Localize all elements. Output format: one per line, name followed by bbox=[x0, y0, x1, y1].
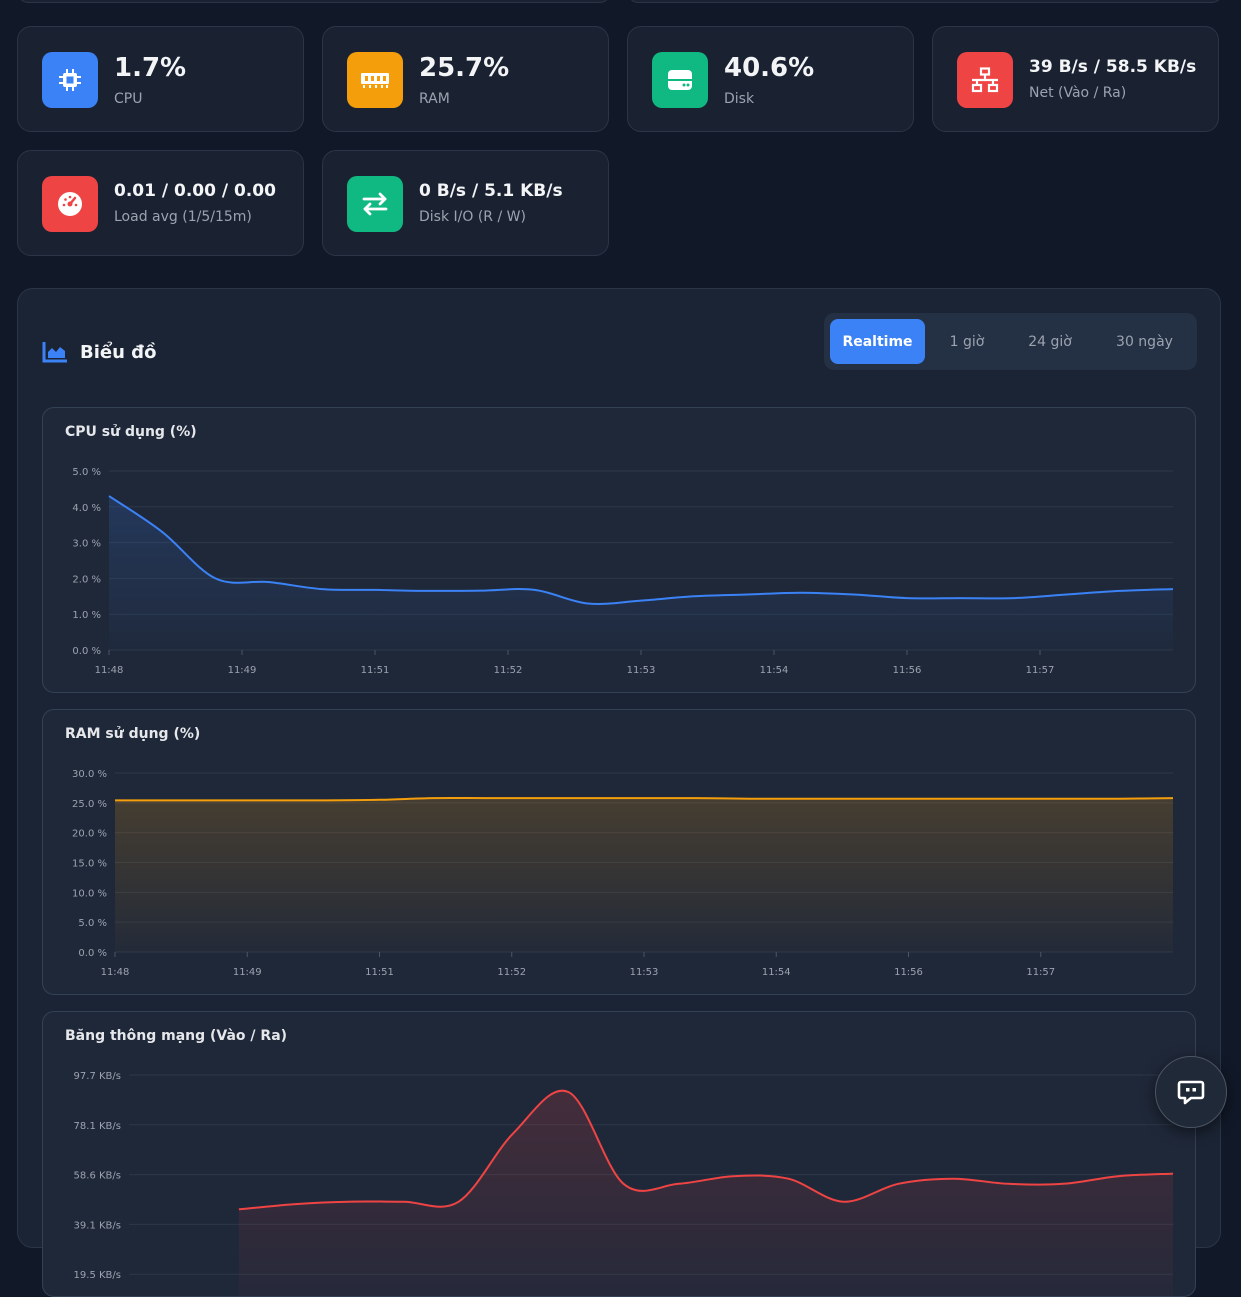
series-area bbox=[115, 797, 1173, 952]
transfer-icon bbox=[347, 176, 403, 232]
y-tick-label: 2.0 % bbox=[72, 574, 101, 585]
card-fragment bbox=[17, 0, 611, 3]
y-tick-label: 97.7 KB/s bbox=[74, 1071, 121, 1082]
tab-realtime[interactable]: Realtime bbox=[830, 319, 925, 364]
area-chart-icon bbox=[42, 342, 67, 363]
y-tick-label: 5.0 % bbox=[72, 467, 101, 478]
ram-label: RAM bbox=[419, 91, 450, 107]
y-tick-label: 30.0 % bbox=[72, 769, 107, 780]
network-label: Net (Vào / Ra) bbox=[1029, 85, 1127, 101]
y-tick-label: 20.0 % bbox=[72, 829, 107, 840]
chart-title: CPU sử dụng (%) bbox=[65, 424, 197, 440]
y-tick-label: 4.0 % bbox=[72, 503, 101, 514]
y-tick-label: 3.0 % bbox=[72, 539, 101, 550]
x-tick-label: 11:54 bbox=[762, 967, 791, 978]
ram-chart-canvas: 0.0 % 5.0 % 10.0 % 15.0 % 20.0 % 25.0 % 30.0 %… bbox=[72, 769, 1174, 978]
stat-card-disk-io: 0 B/s / 5.1 KB/s Disk I/O (R / W) bbox=[322, 150, 609, 256]
memory-icon bbox=[347, 52, 403, 108]
disk-icon bbox=[652, 52, 708, 108]
ram-chart: RAM sử dụng (%) 0.0 % 5.0 % 10.0 % 15.0 % 20… bbox=[42, 709, 1196, 995]
stat-card-disk: 40.6% Disk bbox=[627, 26, 914, 132]
x-tick-label: 11:57 bbox=[1026, 665, 1055, 676]
tab-24-hours[interactable]: 24 giờ bbox=[1028, 333, 1072, 350]
x-tick-label: 11:56 bbox=[893, 665, 922, 676]
gauge-icon bbox=[42, 176, 98, 232]
load-label: Load avg (1/5/15m) bbox=[114, 209, 252, 225]
y-tick-label: 1.0 % bbox=[72, 610, 101, 621]
series-area bbox=[238, 1090, 1173, 1296]
chat-icon bbox=[1177, 1080, 1205, 1105]
y-tick-label: 5.0 % bbox=[78, 918, 107, 929]
x-tick-label: 11:56 bbox=[894, 967, 923, 978]
stat-card-ram: 25.7% RAM bbox=[322, 26, 609, 132]
series-line bbox=[115, 796, 1174, 802]
tab-1-hour[interactable]: 1 giờ bbox=[949, 333, 985, 350]
x-tick-label: 11:49 bbox=[233, 967, 262, 978]
network-chart: Băng thông mạng (Vào / Ra) 19.5 KB/s 39.1… bbox=[42, 1011, 1196, 1297]
load-value: 0.01 / 0.00 / 0.00 bbox=[114, 181, 276, 201]
disk-io-value: 0 B/s / 5.1 KB/s bbox=[419, 181, 563, 201]
x-tick-label: 11:57 bbox=[1026, 967, 1055, 978]
x-tick-label: 11:51 bbox=[361, 665, 390, 676]
stat-card-load: 0.01 / 0.00 / 0.00 Load avg (1/5/15m) bbox=[17, 150, 304, 256]
x-tick-label: 11:54 bbox=[760, 665, 789, 676]
y-tick-label: 10.0 % bbox=[72, 888, 107, 899]
x-tick-label: 11:48 bbox=[95, 665, 124, 676]
cpu-label: CPU bbox=[114, 91, 143, 107]
tab-30-days[interactable]: 30 ngày bbox=[1116, 333, 1173, 350]
x-tick-label: 11:49 bbox=[228, 665, 257, 676]
disk-label: Disk bbox=[724, 91, 755, 107]
y-tick-label: 0.0 % bbox=[72, 646, 101, 657]
stat-card-network: 39 B/s / 58.5 KB/s Net (Vào / Ra) bbox=[932, 26, 1219, 132]
cpu-chart-canvas: 0.0 % 1.0 % 2.0 % 3.0 % 4.0 % 5.0 % 11:48 11:49… bbox=[72, 467, 1174, 676]
time-range-tabs: Realtime 1 giờ 24 giờ 30 ngày bbox=[824, 313, 1197, 370]
y-tick-label: 19.5 KB/s bbox=[74, 1270, 121, 1281]
cpu-icon bbox=[42, 52, 98, 108]
stat-card-cpu: 1.7% CPU bbox=[17, 26, 304, 132]
series-area bbox=[109, 496, 1173, 650]
network-icon bbox=[957, 52, 1013, 108]
x-tick-label: 11:52 bbox=[494, 665, 523, 676]
disk-value: 40.6% bbox=[724, 53, 815, 83]
y-tick-label: 39.1 KB/s bbox=[74, 1220, 121, 1231]
y-tick-label: 78.1 KB/s bbox=[74, 1121, 121, 1132]
y-tick-label: 0.0 % bbox=[78, 948, 107, 959]
chart-title: RAM sử dụng (%) bbox=[65, 726, 201, 742]
series-line bbox=[238, 1089, 1174, 1211]
chart-title: Băng thông mạng (Vào / Ra) bbox=[65, 1028, 288, 1044]
panel-title: Biểu đồ bbox=[80, 341, 157, 363]
x-tick-label: 11:53 bbox=[630, 967, 659, 978]
chat-button[interactable] bbox=[1155, 1056, 1227, 1128]
disk-io-label: Disk I/O (R / W) bbox=[419, 209, 526, 225]
y-tick-label: 15.0 % bbox=[72, 859, 107, 870]
x-tick-label: 11:48 bbox=[101, 967, 130, 978]
panel-header: Biểu đồ bbox=[42, 341, 156, 363]
network-value: 39 B/s / 58.5 KB/s bbox=[1029, 57, 1197, 77]
y-tick-label: 58.6 KB/s bbox=[74, 1171, 121, 1182]
charts-panel: Biểu đồ Realtime 1 giờ 24 giờ 30 ngày CP… bbox=[17, 288, 1221, 1297]
ram-value: 25.7% bbox=[419, 53, 510, 83]
x-tick-label: 11:51 bbox=[365, 967, 394, 978]
series-line bbox=[108, 495, 1174, 605]
x-tick-label: 11:53 bbox=[627, 665, 656, 676]
x-tick-label: 11:52 bbox=[497, 967, 526, 978]
cpu-value: 1.7% bbox=[114, 53, 187, 83]
network-chart-canvas: 19.5 KB/s 39.1 KB/s 58.6 KB/s 78.1 KB/s 97.7… bbox=[74, 1071, 1174, 1296]
card-fragment bbox=[627, 0, 1223, 3]
cpu-chart: CPU sử dụng (%) 0.0 % 1.0 % 2.0 % 3.0 % 4.0 … bbox=[42, 407, 1196, 693]
y-tick-label: 25.0 % bbox=[72, 799, 107, 810]
